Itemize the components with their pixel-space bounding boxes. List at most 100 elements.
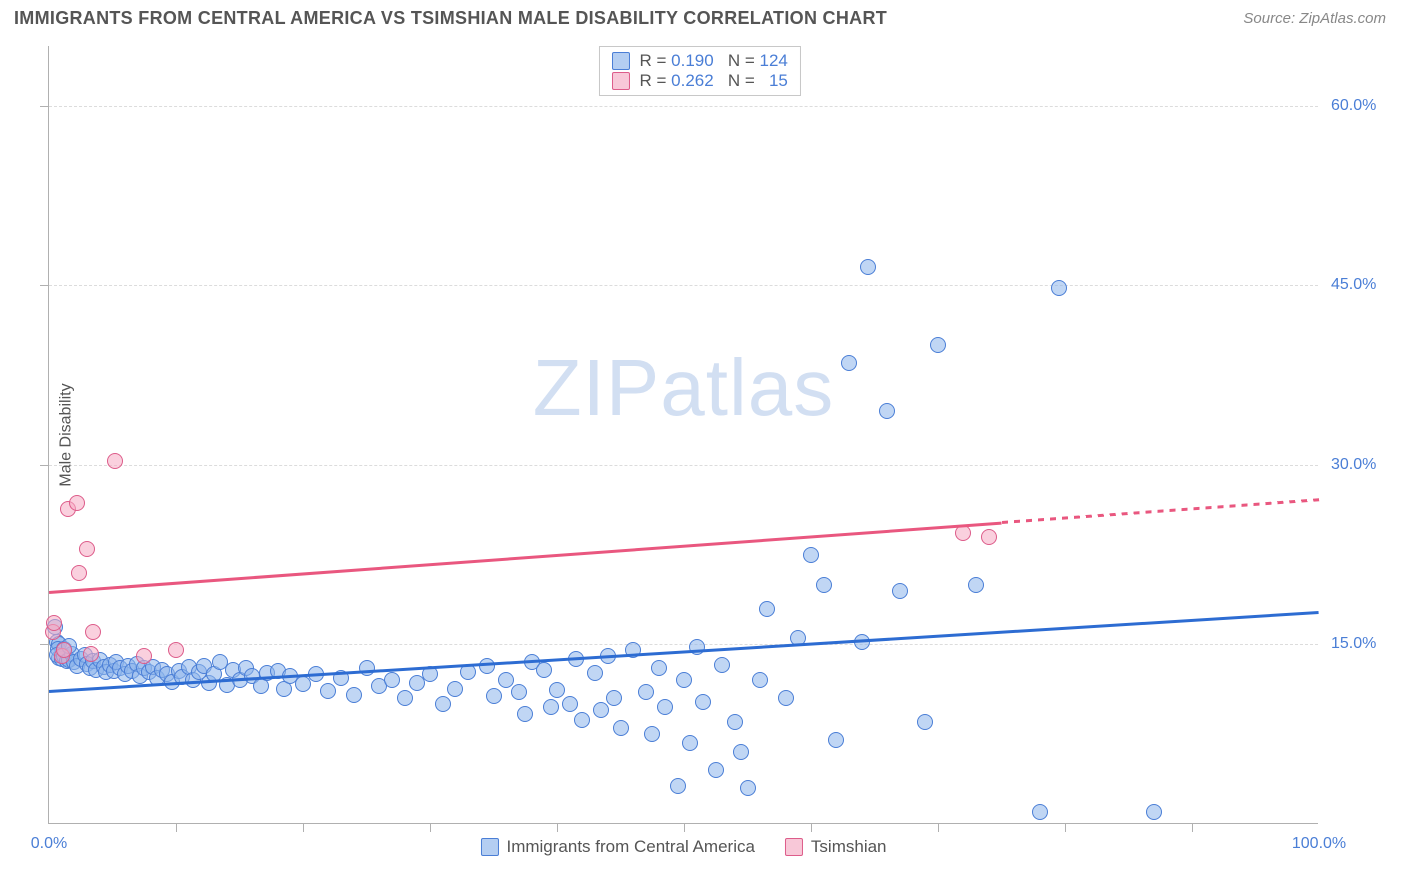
data-point-a (320, 683, 336, 699)
x-tick (684, 823, 685, 832)
data-point-a (841, 355, 857, 371)
y-tick-label: 60.0% (1331, 97, 1376, 115)
data-point-b (955, 525, 971, 541)
data-point-b (168, 642, 184, 658)
data-point-b (79, 541, 95, 557)
data-point-b (71, 565, 87, 581)
data-point-a (740, 780, 756, 796)
data-point-b (981, 529, 997, 545)
watermark: ZIPatlas (533, 342, 834, 434)
y-tick (40, 465, 49, 466)
data-point-b (85, 624, 101, 640)
data-point-a (543, 699, 559, 715)
data-point-a (651, 660, 667, 676)
gridline (49, 465, 1318, 466)
data-point-b (69, 495, 85, 511)
data-point-a (670, 778, 686, 794)
data-point-a (593, 702, 609, 718)
y-axis-title: Male Disability (58, 383, 76, 486)
trendline-b (49, 521, 1002, 593)
data-point-a (727, 714, 743, 730)
data-point-b (56, 642, 72, 658)
swatch-b-icon (785, 838, 803, 856)
data-point-a (752, 672, 768, 688)
data-point-a (447, 681, 463, 697)
data-point-a (511, 684, 527, 700)
data-point-a (695, 694, 711, 710)
swatch-a-icon (480, 838, 498, 856)
x-tick-label: 100.0% (1292, 835, 1346, 853)
y-tick-label: 15.0% (1331, 635, 1376, 653)
data-point-b (46, 615, 62, 631)
x-tick (811, 823, 812, 832)
data-point-a (346, 687, 362, 703)
data-point-b (107, 453, 123, 469)
x-tick (303, 823, 304, 832)
data-point-a (778, 690, 794, 706)
data-point-a (714, 657, 730, 673)
data-point-a (930, 337, 946, 353)
data-point-a (816, 577, 832, 593)
data-point-a (1032, 804, 1048, 820)
data-point-a (479, 658, 495, 674)
data-point-a (644, 726, 660, 742)
data-point-a (1051, 280, 1067, 296)
x-tick (176, 823, 177, 832)
x-tick (557, 823, 558, 832)
data-point-a (486, 688, 502, 704)
data-point-a (803, 547, 819, 563)
data-point-a (638, 684, 654, 700)
data-point-a (759, 601, 775, 617)
data-point-a (733, 744, 749, 760)
data-point-a (860, 259, 876, 275)
data-point-a (574, 712, 590, 728)
source-label: Source: ZipAtlas.com (1243, 10, 1386, 27)
legend-row-a: R = 0.190 N = 124 (611, 51, 787, 71)
data-point-a (587, 665, 603, 681)
data-point-a (682, 735, 698, 751)
data-point-a (828, 732, 844, 748)
data-point-b (83, 646, 99, 662)
trendline-b-extrapolated (1001, 498, 1319, 523)
data-point-a (517, 706, 533, 722)
plot-area: ZIPatlas 15.0%30.0%45.0%60.0% 0.0%100.0%… (48, 46, 1318, 824)
data-point-a (892, 583, 908, 599)
x-tick (938, 823, 939, 832)
data-point-b (136, 648, 152, 664)
x-tick (430, 823, 431, 832)
y-tick-label: 30.0% (1331, 456, 1376, 474)
y-tick (40, 106, 49, 107)
y-tick-label: 45.0% (1331, 276, 1376, 294)
x-tick (1192, 823, 1193, 832)
data-point-a (1146, 804, 1162, 820)
gridline (49, 644, 1318, 645)
data-point-a (549, 682, 565, 698)
legend-item-a: Immigrants from Central America (480, 837, 754, 857)
chart-title: IMMIGRANTS FROM CENTRAL AMERICA VS TSIMS… (14, 8, 887, 29)
data-point-a (536, 662, 552, 678)
gridline (49, 106, 1318, 107)
swatch-a-icon (611, 52, 629, 70)
data-point-a (879, 403, 895, 419)
data-point-a (968, 577, 984, 593)
data-point-a (384, 672, 400, 688)
data-point-a (359, 660, 375, 676)
legend-item-b: Tsimshian (785, 837, 887, 857)
data-point-a (657, 699, 673, 715)
y-tick (40, 285, 49, 286)
gridline (49, 285, 1318, 286)
x-tick (1065, 823, 1066, 832)
data-point-a (613, 720, 629, 736)
y-tick (40, 644, 49, 645)
series-legend: Immigrants from Central America Tsimshia… (480, 837, 886, 857)
data-point-a (397, 690, 413, 706)
data-point-a (435, 696, 451, 712)
legend-row-b: R = 0.262 N = 15 (611, 71, 787, 91)
data-point-a (606, 690, 622, 706)
swatch-b-icon (611, 72, 629, 90)
data-point-a (676, 672, 692, 688)
data-point-a (562, 696, 578, 712)
data-point-a (498, 672, 514, 688)
data-point-a (708, 762, 724, 778)
data-point-a (917, 714, 933, 730)
